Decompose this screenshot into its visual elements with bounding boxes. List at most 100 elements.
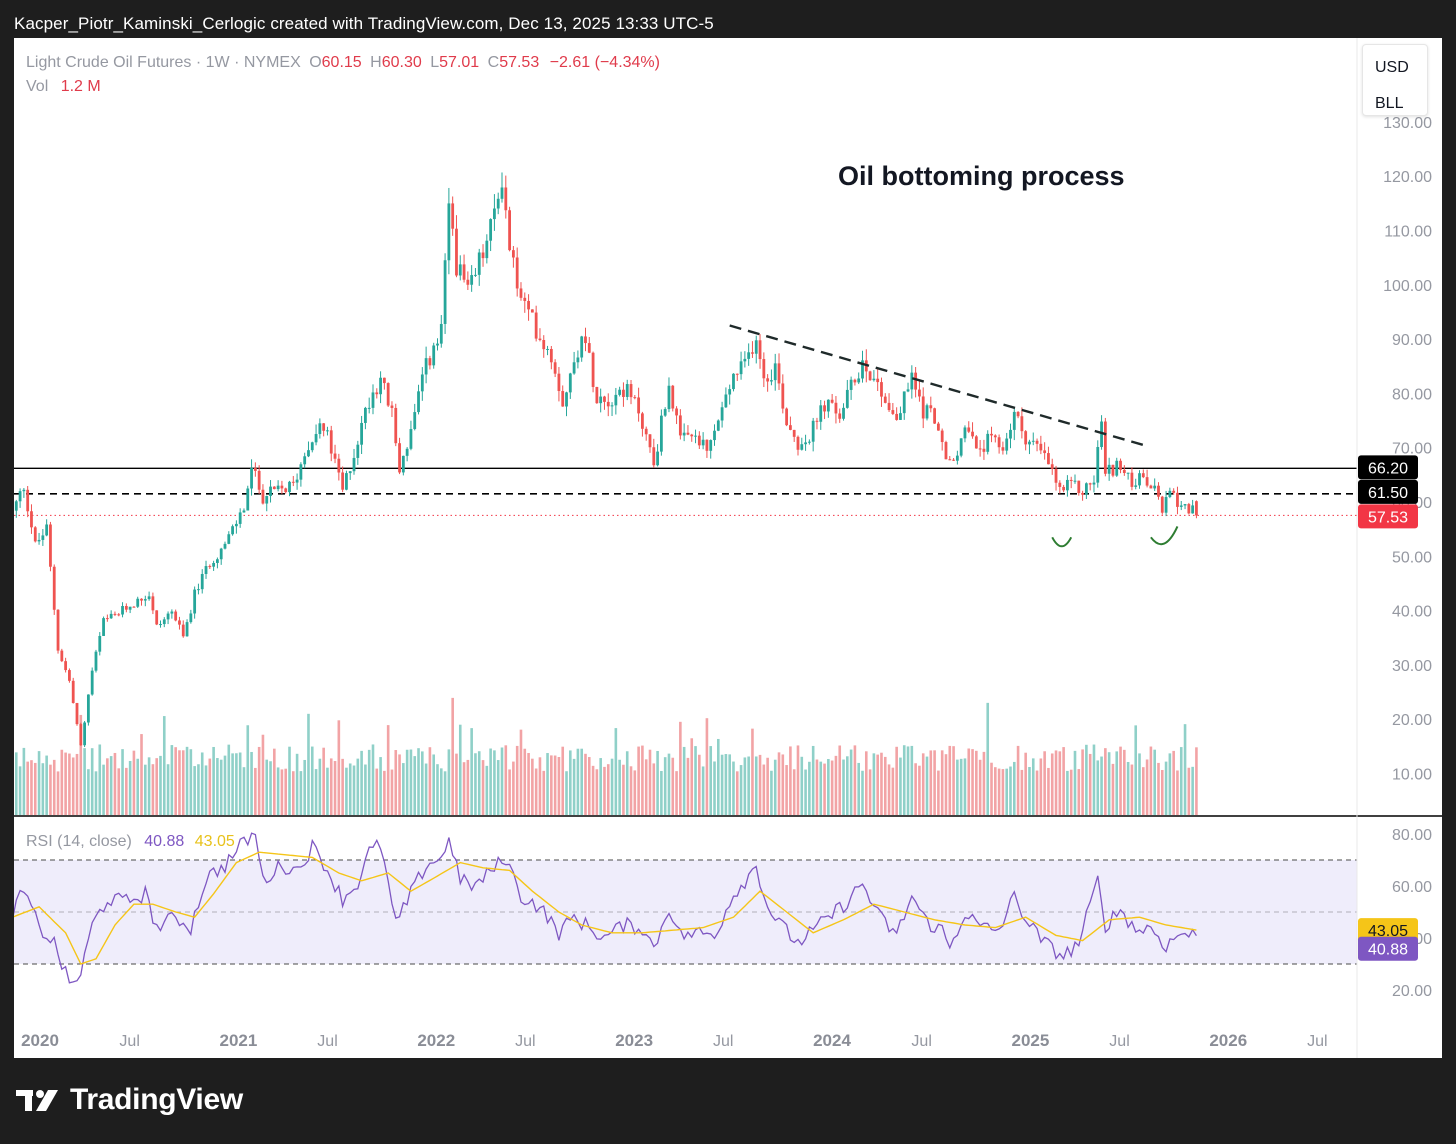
volume-bar xyxy=(496,760,500,815)
volume-bar xyxy=(902,745,906,815)
candle-body xyxy=(1115,460,1119,476)
candle-body xyxy=(1179,505,1183,507)
chart-frame[interactable]: Oil bottoming process 10.00 20.00 30.00 40.… xyxy=(14,38,1442,1058)
candle-body xyxy=(527,300,530,310)
candle-body xyxy=(842,407,845,419)
volume-bar xyxy=(641,745,644,815)
volume-bar xyxy=(216,758,219,815)
time-tick-label: 2022 xyxy=(417,1031,455,1050)
candle-body xyxy=(735,373,739,375)
volume-bar xyxy=(925,756,929,815)
volume-bar xyxy=(1107,752,1111,815)
volume-bar xyxy=(22,747,26,815)
candle-body xyxy=(876,378,880,383)
time-tick-label: 2020 xyxy=(21,1031,59,1050)
candle-body xyxy=(508,210,511,251)
rsi-ma-line xyxy=(14,851,1197,965)
volume-bar xyxy=(857,762,861,815)
candle-body xyxy=(1035,440,1039,444)
candle-body xyxy=(944,442,948,460)
candle-body xyxy=(1157,485,1160,497)
volume-bar xyxy=(792,769,796,815)
candlestick-series xyxy=(14,172,1198,748)
measure-unit[interactable]: BLL xyxy=(1375,95,1404,112)
candle-body xyxy=(1141,473,1145,478)
candle-body xyxy=(394,407,398,444)
candle-body xyxy=(1054,468,1058,483)
candle-body xyxy=(523,297,527,301)
volume-bar xyxy=(1168,753,1172,815)
candle-body xyxy=(1005,438,1009,451)
volume-bar xyxy=(1160,769,1164,815)
volume-bar xyxy=(751,728,754,815)
candle-body xyxy=(732,373,735,390)
volume-bar xyxy=(140,734,143,815)
volume-bar xyxy=(1005,768,1008,815)
volume-bar xyxy=(1039,758,1043,815)
candle-body xyxy=(1138,473,1141,486)
candle-body xyxy=(716,420,720,431)
volume-bar xyxy=(235,753,238,815)
candle-body xyxy=(257,470,261,490)
candle-body xyxy=(963,427,967,439)
volume-bar xyxy=(728,754,731,815)
low-label: L xyxy=(430,54,440,71)
price-tick-label: 30.00 xyxy=(1392,658,1432,675)
volume-bar xyxy=(959,758,963,815)
volume-bar xyxy=(254,767,257,815)
price-tick-label: 10.00 xyxy=(1392,767,1432,784)
volume-bar xyxy=(193,766,196,815)
volume-bar xyxy=(606,764,610,815)
tradingview-logo-icon xyxy=(16,1090,58,1111)
candle-body xyxy=(671,385,675,409)
candle-body xyxy=(329,430,333,454)
candle-body xyxy=(936,423,940,431)
volume-bar xyxy=(443,771,447,815)
volume-bar xyxy=(504,745,508,815)
volume-bar xyxy=(770,770,773,815)
candle-body xyxy=(489,219,493,241)
candle-body xyxy=(371,392,375,408)
candle-body xyxy=(1183,504,1187,506)
candle-body xyxy=(90,670,94,695)
candle-body xyxy=(269,486,272,497)
candle-body xyxy=(584,336,587,344)
candle-body xyxy=(174,611,178,621)
candle-body xyxy=(458,264,462,276)
volume-bar xyxy=(933,750,936,815)
volume-bar xyxy=(379,757,382,815)
candle-body xyxy=(925,405,929,419)
volume-bar xyxy=(261,734,265,815)
candle-body xyxy=(45,524,49,536)
volume-bar xyxy=(477,751,481,815)
candle-body xyxy=(132,606,136,608)
candle-body xyxy=(1134,485,1138,487)
volume-bar xyxy=(250,751,253,815)
currency-unit[interactable]: USD xyxy=(1375,59,1409,76)
volume-bar xyxy=(424,763,428,815)
candle-body xyxy=(603,396,606,402)
candle-body xyxy=(929,405,933,409)
volume-bar xyxy=(625,751,629,815)
candle-body xyxy=(572,362,576,374)
candle-body xyxy=(143,599,147,601)
chart-canvas[interactable]: Oil bottoming process 10.00 20.00 30.00 40.… xyxy=(14,38,1442,1058)
volume-bar xyxy=(523,748,527,815)
volume-bar xyxy=(914,763,917,815)
candle-body xyxy=(216,559,219,563)
volume-bar xyxy=(758,754,762,815)
volume-bar xyxy=(1149,746,1153,815)
candle-body xyxy=(663,409,667,416)
candle-body xyxy=(515,257,519,289)
candle-body xyxy=(838,413,842,419)
volume-bar xyxy=(375,768,379,815)
volume-bar xyxy=(360,750,363,815)
brand-name: TradingView xyxy=(70,1083,243,1116)
volume-bar xyxy=(462,762,466,815)
volume-bar xyxy=(37,751,41,815)
volume-bar xyxy=(257,746,261,815)
volume-bar xyxy=(458,724,462,815)
price-tick-label: 40.00 xyxy=(1392,604,1432,621)
candle-body xyxy=(102,618,105,636)
unit-selector[interactable]: USD BLL xyxy=(1362,44,1428,116)
